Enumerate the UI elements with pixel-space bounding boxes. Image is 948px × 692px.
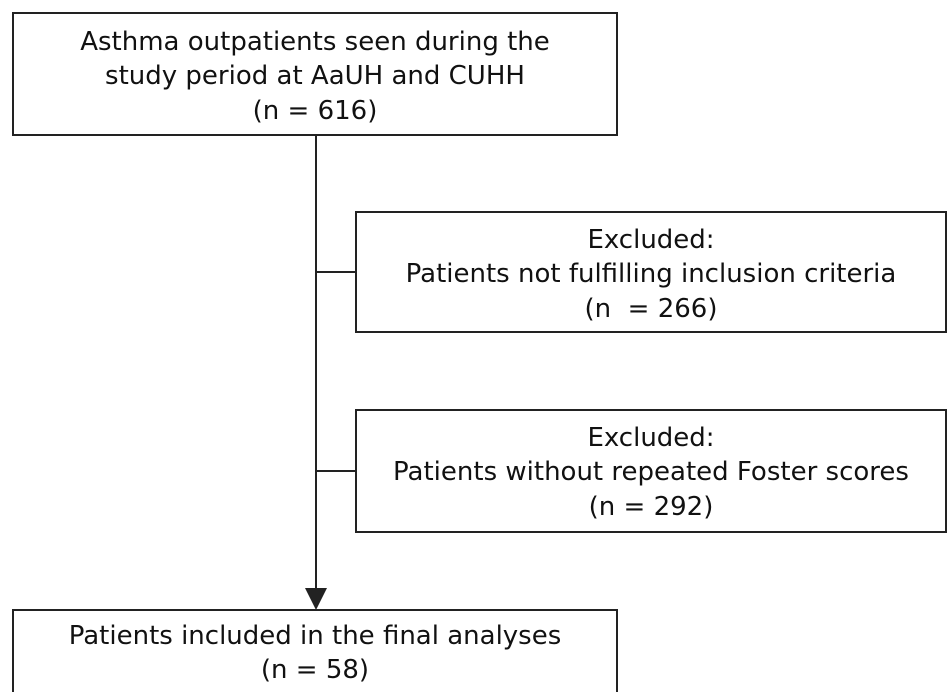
node-text: Asthma outpatients seen during the — [80, 27, 550, 57]
node-text: Excluded: — [587, 423, 714, 453]
node-text: Excluded: — [587, 225, 714, 255]
node-text: study period at AaUH and CUHH — [105, 61, 525, 91]
box-start — [12, 12, 618, 136]
node-text: Patients without repeated Foster scores — [393, 457, 909, 487]
node-text: (n = 58) — [261, 655, 369, 685]
box-excluded-2 — [355, 409, 947, 533]
node-text: (n = 616) — [253, 96, 378, 126]
node-text: (n = 266) — [585, 294, 718, 324]
node-text: Patients included in the final analyses — [69, 621, 562, 651]
node-text: (n = 292) — [589, 492, 714, 522]
box-final — [12, 609, 618, 692]
arrowhead — [305, 588, 327, 610]
box-excluded-1 — [355, 211, 947, 333]
node-text: Patients not fulfilling inclusion criter… — [406, 259, 897, 289]
